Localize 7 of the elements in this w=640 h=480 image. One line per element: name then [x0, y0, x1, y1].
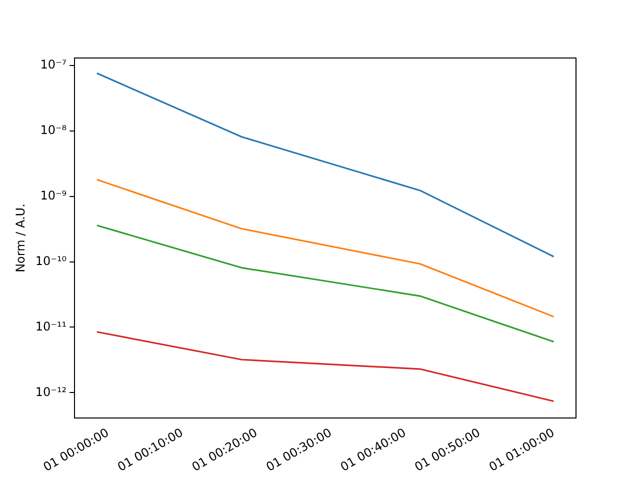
y-tick-label: 10⁻⁹: [40, 188, 67, 202]
y-tick-label: 10⁻¹¹: [35, 319, 67, 334]
y-tick-label: 10⁻¹⁰: [35, 254, 67, 268]
y-axis-title: Norm / A.U.: [13, 204, 28, 272]
y-tick-label: 10⁻¹²: [35, 384, 67, 399]
y-tick-label: 10⁻⁷: [40, 58, 67, 72]
y-tick-label: 10⁻⁸: [40, 123, 67, 138]
